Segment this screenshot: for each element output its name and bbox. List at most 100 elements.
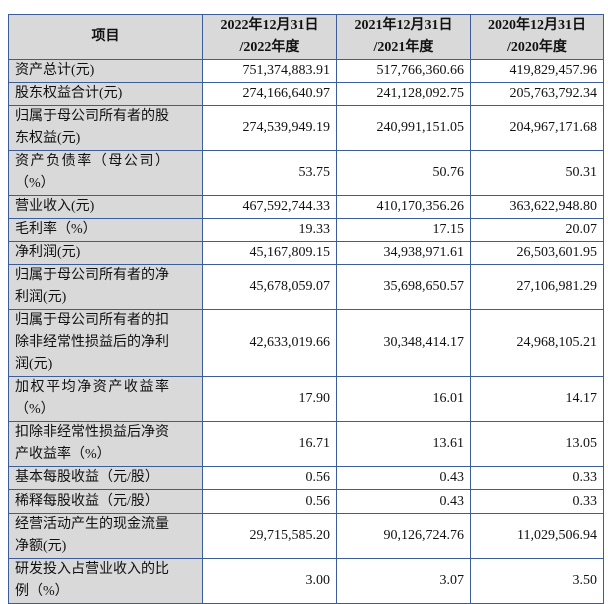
row-label-cell: 股东权益合计(元) [8, 82, 203, 106]
table-row: 股东权益合计(元) 274,166,640.97 241,128,092.75 205… [8, 82, 604, 106]
table-row: 毛利率（%） 19.33 17.15 20.07 [8, 218, 604, 242]
value-cell: 205,763,792.34 [470, 82, 604, 106]
table-row: 基本每股收益（元/股） 0.56 0.43 0.33 [8, 466, 604, 490]
table-row: 资产总计(元) 751,374,883.91 517,766,360.66 419,8… [8, 59, 604, 83]
row-label: 稀释每股收益（元/股） [15, 493, 159, 509]
table-row: 研发投入占营业收入的比例（%） 3.00 3.07 3.50 [8, 558, 604, 604]
value-cell: 0.33 [470, 489, 604, 514]
value-cell: 419,829,457.96 [470, 59, 604, 83]
table-row: 稀释每股收益（元/股） 0.56 0.43 0.33 [8, 489, 604, 514]
value-cell: 16.01 [336, 376, 471, 422]
row-label: 归属于母公司所有者的净利润(元) [15, 268, 169, 305]
value-cell: 45,678,059.07 [202, 264, 337, 310]
row-label: 毛利率（%） [15, 222, 97, 237]
value-cell: 50.76 [336, 150, 471, 196]
value-cell: 0.33 [470, 466, 604, 490]
row-label: 经营活动产生的现金流量净额(元) [15, 517, 169, 554]
row-label-cell: 毛利率（%） [8, 218, 203, 242]
row-label-cell: 经营活动产生的现金流量净额(元) [8, 513, 203, 559]
row-label-cell: 研发投入占营业收入的比例（%） [8, 558, 203, 604]
table-row: 加权平均净资产收益率（%） 17.90 16.01 14.17 [8, 376, 604, 422]
value-cell: 0.56 [202, 489, 337, 514]
table-row: 资产负债率（母公司）（%） 53.75 50.76 50.31 [8, 150, 604, 196]
row-label-cell: 基本每股收益（元/股） [8, 466, 203, 490]
row-label-cell: 加权平均净资产收益率（%） [8, 376, 203, 422]
header-2020-label: 2020年12月31日/2020年度 [488, 18, 586, 55]
value-cell: 274,539,949.19 [202, 105, 337, 151]
table-row: 营业收入(元) 467,592,744.33 410,170,356.26 363,6… [8, 195, 604, 219]
header-2021: 2021年12月31日/2021年度 [336, 14, 471, 60]
value-cell: 19.33 [202, 218, 337, 242]
table-row: 经营活动产生的现金流量净额(元) 29,715,585.20 90,126,724.… [8, 513, 604, 559]
value-cell: 751,374,883.91 [202, 59, 337, 83]
value-cell: 13.05 [470, 421, 604, 467]
value-cell: 27,106,981.29 [470, 264, 604, 310]
value-cell: 17.90 [202, 376, 337, 422]
row-label: 研发投入占营业收入的比例（%） [15, 562, 169, 599]
value-cell: 517,766,360.66 [336, 59, 471, 83]
value-cell: 0.43 [336, 466, 471, 490]
row-label-cell: 扣除非经常性损益后净资产收益率（%） [8, 421, 203, 467]
value-cell: 240,991,151.05 [336, 105, 471, 151]
value-cell: 30,348,414.17 [336, 309, 471, 377]
value-cell: 11,029,506.94 [470, 513, 604, 559]
value-cell: 13.61 [336, 421, 471, 467]
row-label: 基本每股收益（元/股） [15, 470, 159, 485]
row-label: 净利润(元) [15, 245, 81, 260]
value-cell: 0.56 [202, 466, 337, 490]
value-cell: 274,166,640.97 [202, 82, 337, 106]
value-cell: 410,170,356.26 [336, 195, 471, 219]
value-cell: 42,633,019.66 [202, 309, 337, 377]
row-label: 股东权益合计(元) [15, 86, 123, 101]
value-cell: 24,968,105.21 [470, 309, 604, 377]
value-cell: 53.75 [202, 150, 337, 196]
header-item: 项目 [8, 14, 203, 60]
value-cell: 29,715,585.20 [202, 513, 337, 559]
value-cell: 45,167,809.15 [202, 241, 337, 265]
header-2020: 2020年12月31日/2020年度 [470, 14, 604, 60]
row-label: 加权平均净资产收益率（%） [15, 380, 169, 417]
value-cell: 241,128,092.75 [336, 82, 471, 106]
table-row: 归属于母公司所有者的扣除非经常性损益后的净利润(元) 42,633,019.66 3… [8, 309, 604, 377]
value-cell: 16.71 [202, 421, 337, 467]
value-cell: 204,967,171.68 [470, 105, 604, 151]
table-row: 扣除非经常性损益后净资产收益率（%） 16.71 13.61 13.05 [8, 421, 604, 467]
row-label: 资产负债率（母公司）（%） [15, 154, 169, 191]
value-cell: 20.07 [470, 218, 604, 242]
header-item-label: 项目 [91, 29, 120, 44]
value-cell: 3.07 [336, 558, 471, 604]
value-cell: 467,592,744.33 [202, 195, 337, 219]
header-2021-label: 2021年12月31日/2021年度 [354, 18, 453, 55]
value-cell: 14.17 [470, 376, 604, 422]
value-cell: 35,698,650.57 [336, 264, 471, 310]
row-label-cell: 资产负债率（母公司）（%） [8, 150, 203, 196]
financial-data-table: 项目 2022年12月31日/2022年度 2021年12月31日/2021年度… [8, 14, 604, 604]
value-cell: 3.00 [202, 558, 337, 604]
value-cell: 363,622,948.80 [470, 195, 604, 219]
row-label: 归属于母公司所有者的股东权益(元) [15, 109, 169, 146]
table-row: 归属于母公司所有者的净利润(元) 45,678,059.07 35,698,650.… [8, 264, 604, 310]
value-cell: 17.15 [336, 218, 471, 242]
value-cell: 0.43 [336, 489, 471, 514]
row-label: 营业收入(元) [15, 199, 95, 214]
table-row: 净利润(元) 45,167,809.15 34,938,971.61 26,503,6… [8, 241, 604, 265]
row-label-cell: 营业收入(元) [8, 195, 203, 219]
row-label-cell: 归属于母公司所有者的股东权益(元) [8, 105, 203, 151]
row-label: 归属于母公司所有者的扣除非经常性损益后的净利润(元) [15, 313, 169, 372]
row-label-cell: 资产总计(元) [8, 59, 203, 83]
value-cell: 50.31 [470, 150, 604, 196]
value-cell: 3.50 [470, 558, 604, 604]
header-2022: 2022年12月31日/2022年度 [202, 14, 337, 60]
table-row: 归属于母公司所有者的股东权益(元) 274,539,949.19 240,991,1… [8, 105, 604, 151]
row-label: 扣除非经常性损益后净资产收益率（%） [15, 425, 169, 462]
header-2022-label: 2022年12月31日/2022年度 [220, 18, 319, 55]
value-cell: 26,503,601.95 [470, 241, 604, 265]
row-label-cell: 归属于母公司所有者的净利润(元) [8, 264, 203, 310]
value-cell: 90,126,724.76 [336, 513, 471, 559]
row-label: 资产总计(元) [15, 63, 95, 78]
row-label-cell: 稀释每股收益（元/股） [8, 489, 203, 514]
header-row: 项目 2022年12月31日/2022年度 2021年12月31日/2021年度… [8, 14, 604, 60]
row-label-cell: 归属于母公司所有者的扣除非经常性损益后的净利润(元) [8, 309, 203, 377]
value-cell: 34,938,971.61 [336, 241, 471, 265]
row-label-cell: 净利润(元) [8, 241, 203, 265]
